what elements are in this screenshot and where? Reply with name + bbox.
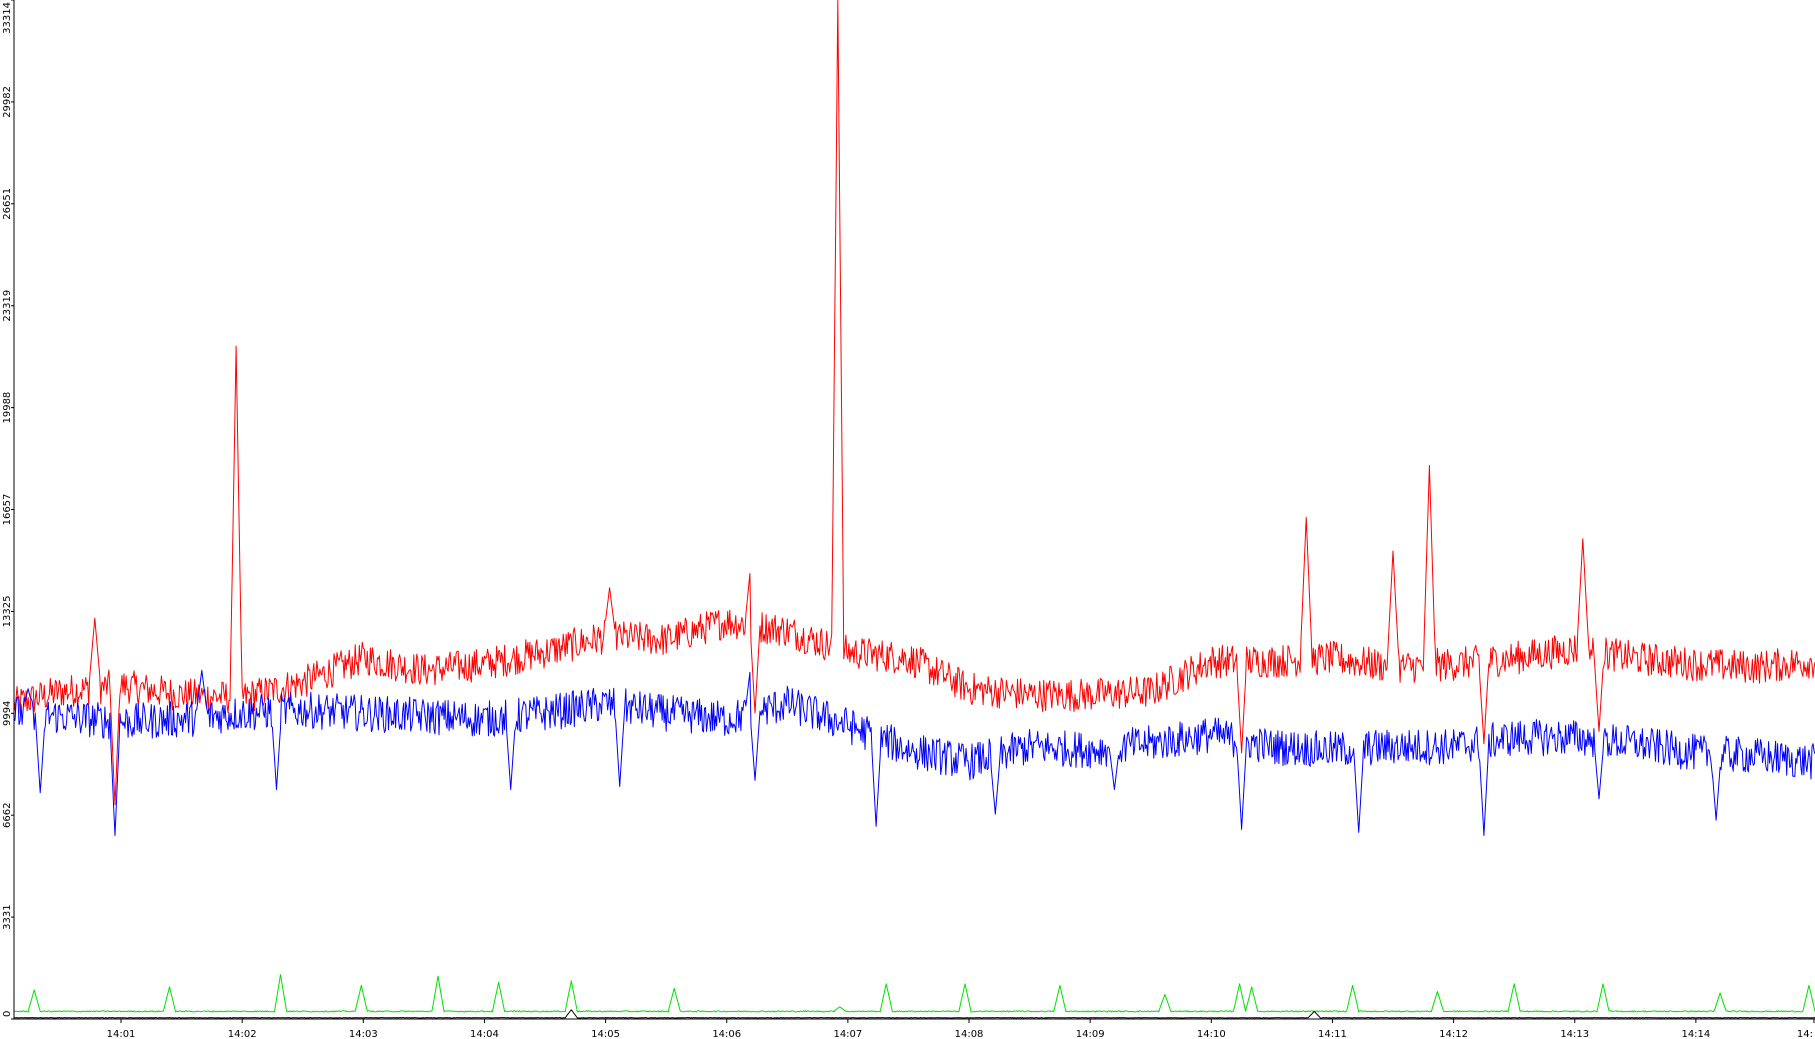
y-tick-label: 33314 (2, 2, 13, 34)
y-tick-label: 19988 (2, 392, 13, 424)
x-tick-label: 14:13 (1560, 1029, 1589, 1039)
y-tick-label: 16657 (2, 494, 13, 526)
x-tick-label: 14:06 (712, 1029, 741, 1039)
series-layer (13, 0, 1815, 1019)
x-tick-label: 14:09 (1076, 1029, 1105, 1039)
x-tick-label: 14:01 (107, 1029, 136, 1039)
y-tick-label: 3331 (2, 904, 13, 929)
x-tick-label: 14:07 (833, 1029, 862, 1039)
y-tick-label: 13325 (2, 596, 13, 628)
x-tick-label: 14:02 (228, 1029, 257, 1039)
y-tick-label: 6662 (2, 802, 13, 827)
x-tick-label: 14:12 (1439, 1029, 1468, 1039)
series-line-1 (13, 0, 1815, 806)
y-tick-label: 29982 (2, 86, 13, 118)
y-tick-label: 0 (2, 1011, 13, 1017)
x-tick-label: 14:14 (1681, 1029, 1710, 1039)
x-tick-label: 14:04 (470, 1029, 499, 1039)
y-tick-label: 23319 (2, 290, 13, 322)
series-line-3 (13, 974, 1815, 1013)
series-line-2 (13, 669, 1815, 836)
y-tick-label: 9994 (2, 701, 13, 726)
y-tick-label: 26651 (2, 188, 13, 220)
series-line-4 (13, 1009, 1815, 1019)
x-tick-label: 14:10 (1197, 1029, 1226, 1039)
x-tick-label: 14:03 (349, 1029, 378, 1039)
x-tick-label: 14:05 (591, 1029, 620, 1039)
x-tick-label: 14: (1797, 1029, 1813, 1039)
x-tick-label: 14:08 (955, 1029, 984, 1039)
x-tick-label: 14:11 (1318, 1029, 1347, 1039)
